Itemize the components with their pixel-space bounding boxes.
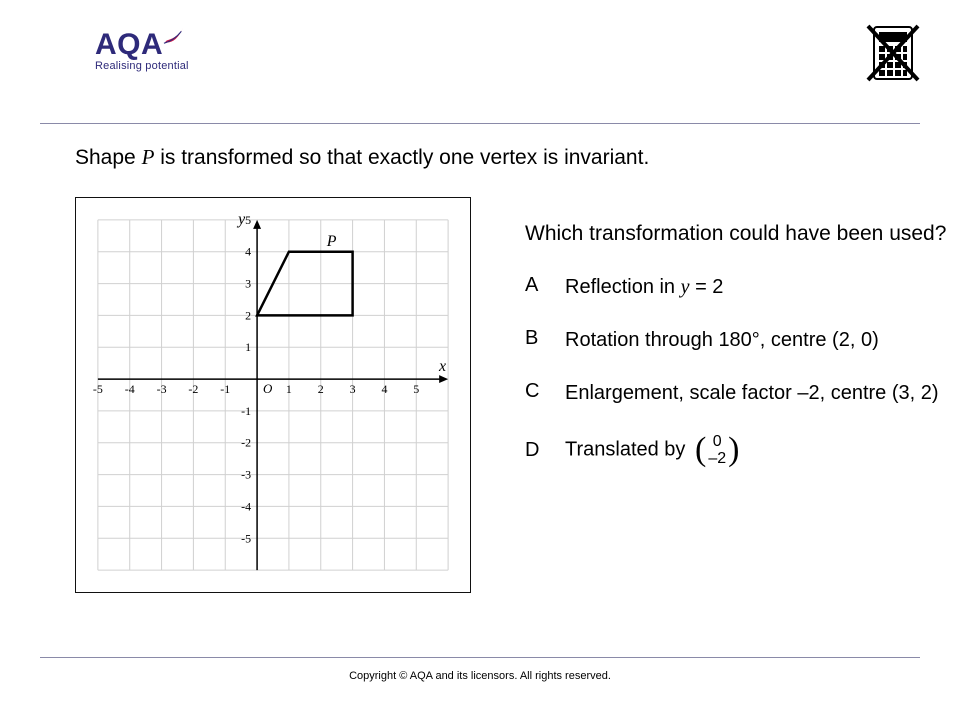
svg-text:3: 3 [245,277,251,291]
answer-label: B [525,327,565,350]
logo-text: AQA [95,28,163,62]
svg-text:P: P [326,233,337,250]
question-text: Shape P is transformed so that exactly o… [75,145,920,170]
svg-text:-3: -3 [157,382,167,396]
svg-text:1: 1 [245,340,251,354]
coordinate-graph: -5 -4 -3 -2 -1 1 2 3 4 5 -5 -4 -3 -2 -1 1 2 3 4 5 Ox y P [75,197,471,593]
answer-a: A Reflection in y = 2 [525,274,955,301]
svg-text:-1: -1 [241,404,251,418]
answer-label: D [525,439,565,462]
column-vector: ( 0 –2 ) [695,433,739,467]
logo-swoosh-icon [163,24,185,46]
svg-text:4: 4 [245,245,251,259]
svg-text:y: y [236,211,246,228]
svg-text:-5: -5 [93,382,103,396]
no-calculator-icon [866,24,920,87]
svg-text:5: 5 [413,382,419,396]
answer-label: C [525,380,565,403]
divider-bottom [40,657,920,658]
copyright-text: Copyright © AQA and its licensors. All r… [0,670,960,682]
svg-text:-2: -2 [188,382,198,396]
svg-text:-4: -4 [125,382,135,396]
answer-label: A [525,274,565,297]
divider-top [40,123,920,124]
svg-text:2: 2 [318,382,324,396]
answer-text: Reflection in y = 2 [565,274,723,301]
svg-text:3: 3 [350,382,356,396]
graph-container: -5 -4 -3 -2 -1 1 2 3 4 5 -5 -4 -3 -2 -1 1 2 3 4 5 Ox y P [75,197,471,598]
svg-text:-3: -3 [241,468,251,482]
svg-text:1: 1 [286,382,292,396]
answer-list: A Reflection in y = 2 B Rotation through… [525,274,955,467]
answer-text: Enlargement, scale factor –2, centre (3,… [565,380,939,407]
svg-text:-5: -5 [241,531,251,545]
svg-text:x: x [438,358,446,375]
svg-text:-2: -2 [241,436,251,450]
svg-text:-1: -1 [220,382,230,396]
content-area: Shape P is transformed so that exactly o… [75,145,920,170]
answers-column: Which transformation could have been use… [525,220,955,493]
svg-text:5: 5 [245,213,251,227]
svg-text:4: 4 [381,382,387,396]
aqa-logo: AQA Realising potential [95,28,189,72]
answer-d: D Translated by ( 0 –2 ) [525,433,955,467]
answer-c: C Enlargement, scale factor –2, centre (… [525,380,955,407]
answer-text: Translated by ( 0 –2 ) [565,433,739,467]
svg-text:O: O [263,381,273,396]
header: AQA Realising potential [0,0,960,110]
answer-b: B Rotation through 180°, centre (2, 0) [525,327,955,354]
answer-text: Rotation through 180°, centre (2, 0) [565,327,879,354]
svg-text:2: 2 [245,308,251,322]
svg-text:-4: -4 [241,499,251,513]
prompt-text: Which transformation could have been use… [525,220,955,248]
